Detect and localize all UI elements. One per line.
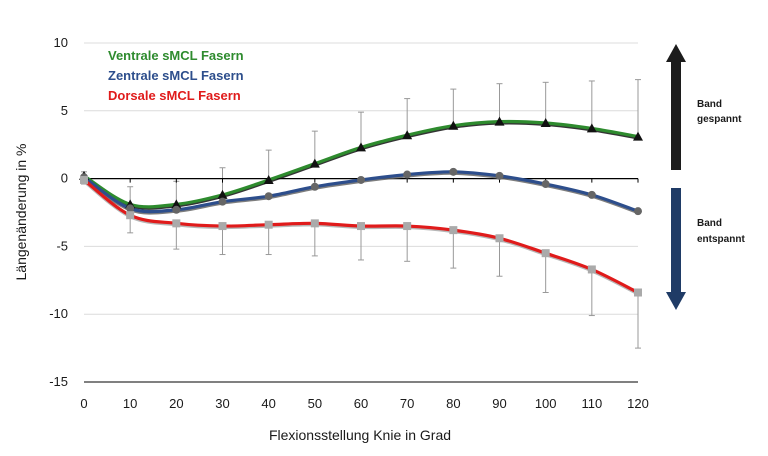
x-tick-label-10: 10 bbox=[123, 396, 137, 411]
x-tick-label-40: 40 bbox=[261, 396, 275, 411]
data-point-2-10 bbox=[126, 211, 135, 220]
y-tick-label-0: 0 bbox=[61, 171, 68, 186]
data-point-0-80 bbox=[448, 120, 459, 130]
data-point-2-70 bbox=[403, 222, 412, 231]
data-point-0-110 bbox=[586, 123, 597, 133]
data-point-2-50 bbox=[310, 219, 319, 228]
x-tick-label-100: 100 bbox=[535, 396, 557, 411]
data-point-1-90 bbox=[495, 171, 504, 180]
data-point-1-60 bbox=[357, 175, 365, 184]
data-point-0-40 bbox=[263, 174, 274, 184]
y-tick-label--15: -15 bbox=[49, 374, 68, 389]
x-tick-label-80: 80 bbox=[446, 396, 460, 411]
data-point-2-90 bbox=[495, 234, 504, 243]
x-tick-label-50: 50 bbox=[308, 396, 322, 411]
x-tick-label-30: 30 bbox=[215, 396, 229, 411]
x-tick-label-20: 20 bbox=[169, 396, 183, 411]
x-tick-label-120: 120 bbox=[627, 396, 649, 411]
tension-annotation: Band gespannt Band entspannt bbox=[666, 44, 745, 310]
band-entspannt-label-line2: entspannt bbox=[697, 234, 745, 245]
series-markers bbox=[79, 116, 643, 297]
data-point-0-60 bbox=[356, 142, 366, 152]
y-tick-label-10: 10 bbox=[54, 35, 68, 50]
data-point-2-30 bbox=[218, 222, 227, 231]
y-tick-label-5: 5 bbox=[61, 103, 68, 118]
data-point-2-100 bbox=[541, 249, 550, 258]
x-tick-label-110: 110 bbox=[581, 396, 602, 411]
data-point-1-40 bbox=[264, 192, 273, 201]
band-entspannt-label-line1: Band bbox=[697, 218, 722, 229]
data-point-2-20 bbox=[172, 219, 181, 228]
data-point-1-120 bbox=[634, 207, 642, 216]
data-point-0-50 bbox=[309, 158, 320, 168]
band-gespannt-label-line2: gespannt bbox=[697, 114, 742, 125]
x-tick-label-60: 60 bbox=[354, 396, 368, 411]
y-axis-label: Längenänderung in % bbox=[13, 143, 29, 280]
x-tick-label-70: 70 bbox=[400, 396, 414, 411]
data-point-2-110 bbox=[587, 265, 596, 274]
data-point-0-90 bbox=[494, 116, 505, 126]
data-point-0-30 bbox=[217, 189, 228, 199]
x-axis-label: Flexionsstellung Knie in Grad bbox=[269, 427, 451, 443]
data-point-0-20 bbox=[171, 199, 182, 209]
legend-item-ventrale: Ventrale sMCL Fasern bbox=[108, 48, 244, 63]
data-point-1-20 bbox=[172, 205, 181, 214]
data-point-0-100 bbox=[540, 118, 551, 128]
x-tick-label-90: 90 bbox=[492, 396, 506, 411]
data-point-0-70 bbox=[402, 130, 413, 140]
data-point-1-80 bbox=[449, 167, 458, 176]
down-arrow-icon bbox=[666, 188, 686, 310]
data-point-1-50 bbox=[310, 182, 319, 191]
x-tick-label-0: 0 bbox=[80, 396, 87, 411]
data-point-2-40 bbox=[264, 220, 273, 229]
y-tick-label--10: -10 bbox=[49, 306, 68, 321]
y-tick-label--5: -5 bbox=[56, 238, 68, 253]
legend-item-dorsale: Dorsale sMCL Fasern bbox=[108, 88, 241, 103]
data-point-2-80 bbox=[449, 226, 458, 235]
legend: Ventrale sMCL Fasern Zentrale sMCL Faser… bbox=[108, 48, 244, 103]
data-point-1-70 bbox=[403, 170, 412, 179]
data-point-1-110 bbox=[587, 190, 596, 199]
data-point-2-0 bbox=[80, 175, 88, 184]
data-point-2-120 bbox=[634, 288, 642, 297]
data-point-1-10 bbox=[126, 204, 135, 213]
data-point-0-120 bbox=[633, 131, 643, 141]
legend-item-zentrale: Zentrale sMCL Fasern bbox=[108, 68, 244, 83]
up-arrow-icon bbox=[666, 44, 686, 170]
data-point-2-60 bbox=[357, 222, 365, 231]
data-point-1-100 bbox=[541, 180, 550, 189]
error-bars bbox=[81, 79, 641, 349]
band-gespannt-label-line1: Band bbox=[697, 99, 722, 110]
data-point-1-30 bbox=[218, 197, 227, 206]
